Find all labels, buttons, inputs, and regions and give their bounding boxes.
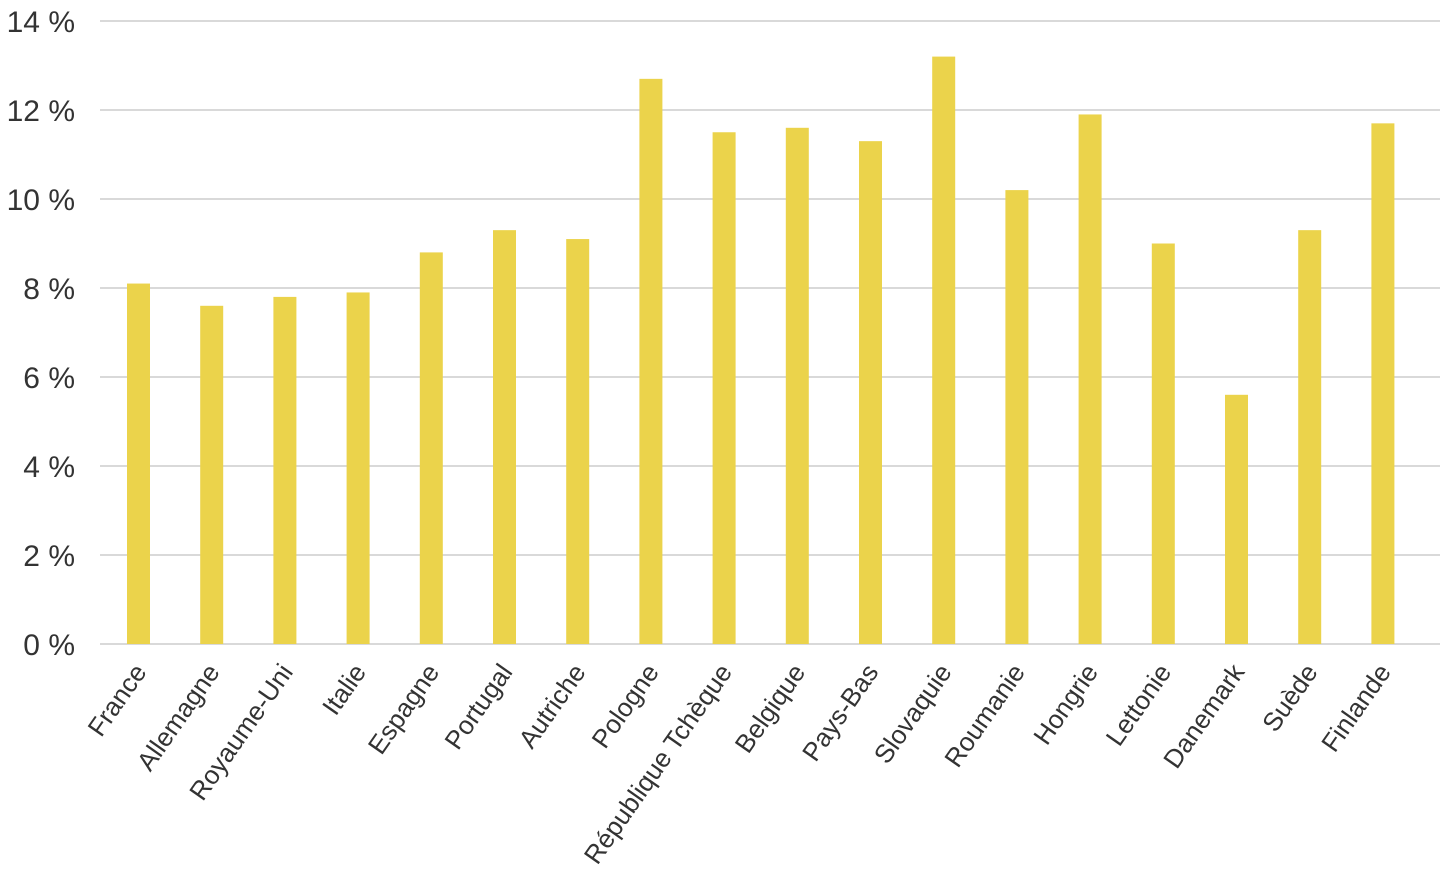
bar-france <box>127 283 150 644</box>
x-tick-label: Lettonie <box>1100 658 1178 751</box>
x-tick-label: Hongrie <box>1027 658 1104 750</box>
bar-espagne <box>419 252 443 644</box>
bar-roumanie <box>1005 190 1029 644</box>
bar-su-de <box>1298 230 1322 644</box>
bar-belgique <box>785 127 809 645</box>
y-axis-tick-labels: 0 % 2 % 4 % 6 % 8 % 10 % 12 % 14 % <box>7 6 75 662</box>
bar-hongrie <box>1078 114 1102 644</box>
x-tick-label: Italie <box>316 658 372 720</box>
bar-slovaquie <box>932 56 956 645</box>
x-tick-label: France <box>81 658 152 741</box>
x-tick-label: Espagne <box>362 658 445 759</box>
x-tick-label: Finlande <box>1315 658 1397 757</box>
x-tick-label: République Tchèque <box>578 658 738 869</box>
y-tick-label: 12 % <box>7 95 75 128</box>
y-tick-label: 6 % <box>23 362 75 395</box>
y-tick-label: 2 % <box>23 540 75 573</box>
bar-finlande <box>1371 123 1395 645</box>
y-tick-label: 10 % <box>7 184 75 217</box>
bar-pologne <box>639 78 663 645</box>
bar-danemark <box>1225 394 1248 644</box>
y-tick-label: 8 % <box>23 273 75 306</box>
bar-pays-bas <box>859 141 882 644</box>
y-tick-label: 0 % <box>23 629 75 662</box>
bar-portugal <box>493 230 516 644</box>
bar-r-publique-tch-que <box>712 132 736 644</box>
bar-italie <box>346 292 370 644</box>
x-tick-label: Pologne <box>586 658 665 753</box>
gridlines <box>100 20 1440 645</box>
bar-lettonie <box>1151 243 1175 644</box>
y-tick-label: 4 % <box>23 451 75 484</box>
bar-royaume-uni <box>273 296 297 644</box>
bars <box>127 56 1395 645</box>
x-tick-label: Autriche <box>512 658 591 753</box>
bar-autriche <box>566 239 590 645</box>
x-tick-label: Belgique <box>729 658 812 758</box>
x-tick-label: Suède <box>1256 658 1324 737</box>
x-tick-label: Portugal <box>438 658 518 755</box>
bar-allemagne <box>200 305 224 644</box>
y-tick-label: 14 % <box>7 6 75 39</box>
